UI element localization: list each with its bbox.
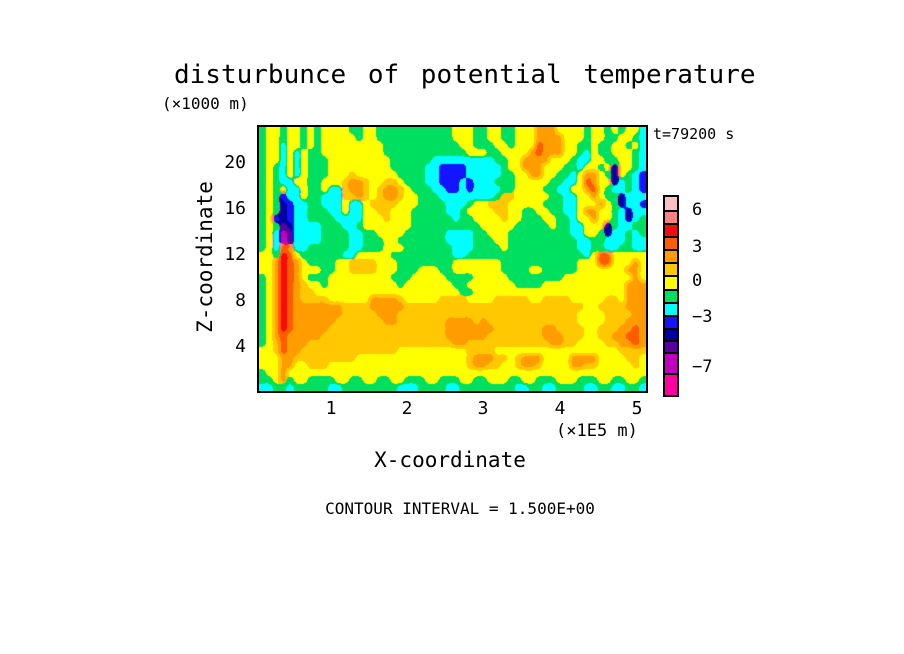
contour-plot-area bbox=[257, 125, 648, 393]
colorbar-label: 6 bbox=[692, 200, 703, 220]
colorbar-segment bbox=[665, 262, 677, 275]
x-tick-3: 3 bbox=[477, 398, 489, 419]
colorbar-segment bbox=[665, 275, 677, 289]
colorbar-segment bbox=[665, 289, 677, 302]
y-tick-8: 8 bbox=[235, 290, 246, 311]
y-axis-label: Z-coordinate bbox=[193, 181, 217, 333]
y-tick-16: 16 bbox=[224, 198, 246, 219]
contour-interval-note: CONTOUR INTERVAL = 1.500E+00 bbox=[325, 499, 595, 518]
colorbar-segment bbox=[665, 210, 677, 223]
colorbar-segment bbox=[665, 315, 677, 328]
x-tick-4: 4 bbox=[554, 398, 566, 419]
colorbar-segment bbox=[665, 249, 677, 262]
colorbar-segment bbox=[665, 328, 677, 340]
colorbar-labels: 6 3 0 −3 −7 bbox=[692, 195, 732, 395]
colorbar bbox=[663, 195, 679, 397]
colorbar-segment bbox=[665, 302, 677, 315]
x-tick-5: 5 bbox=[631, 398, 643, 419]
colorbar-label: 0 bbox=[692, 271, 703, 291]
contour-canvas bbox=[259, 127, 646, 391]
colorbar-segment bbox=[665, 373, 677, 395]
time-label: t=79200 s bbox=[653, 125, 735, 143]
x-tick-1: 1 bbox=[325, 398, 337, 419]
colorbar-segment bbox=[665, 223, 677, 236]
colorbar-segment bbox=[665, 197, 677, 210]
x-tick-2: 2 bbox=[401, 398, 413, 419]
y-tick-4: 4 bbox=[235, 336, 246, 357]
x-axis-unit-label: (×1E5 m) bbox=[556, 421, 638, 441]
page-title: disturbunce of potential temperature bbox=[174, 60, 756, 90]
colorbar-label: 3 bbox=[692, 237, 703, 257]
x-axis-label: X-coordinate bbox=[374, 448, 526, 472]
y-tick-12: 12 bbox=[224, 244, 246, 265]
y-axis-unit-label: (×1000 m) bbox=[162, 94, 249, 113]
colorbar-segment bbox=[665, 352, 677, 373]
colorbar-label: −3 bbox=[692, 307, 713, 327]
colorbar-segment bbox=[665, 340, 677, 352]
y-tick-20: 20 bbox=[224, 152, 246, 173]
colorbar-segment bbox=[665, 236, 677, 249]
colorbar-label: −7 bbox=[692, 357, 713, 377]
